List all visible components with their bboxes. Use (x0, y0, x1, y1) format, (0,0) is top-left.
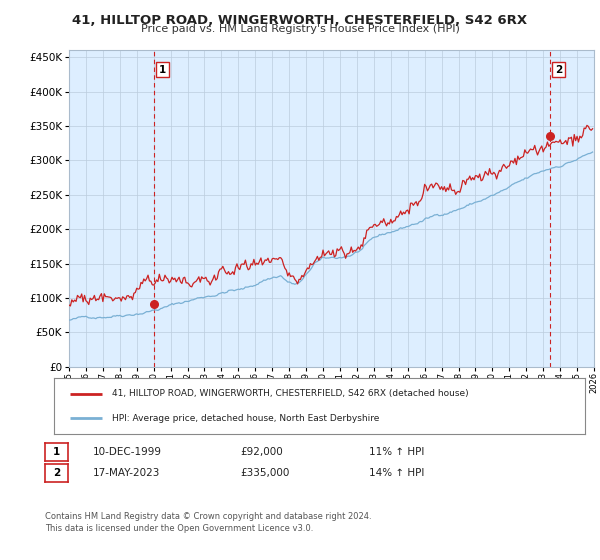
Text: 1: 1 (53, 447, 60, 457)
Text: £335,000: £335,000 (240, 468, 289, 478)
Text: This data is licensed under the Open Government Licence v3.0.: This data is licensed under the Open Gov… (45, 524, 313, 533)
Text: 17-MAY-2023: 17-MAY-2023 (93, 468, 160, 478)
Text: HPI: Average price, detached house, North East Derbyshire: HPI: Average price, detached house, Nort… (112, 414, 380, 423)
Text: Price paid vs. HM Land Registry's House Price Index (HPI): Price paid vs. HM Land Registry's House … (140, 24, 460, 34)
Text: 1: 1 (159, 64, 166, 74)
Text: Contains HM Land Registry data © Crown copyright and database right 2024.: Contains HM Land Registry data © Crown c… (45, 512, 371, 521)
Text: 2: 2 (555, 64, 562, 74)
Text: 10-DEC-1999: 10-DEC-1999 (93, 447, 162, 457)
Text: 14% ↑ HPI: 14% ↑ HPI (369, 468, 424, 478)
Text: 41, HILLTOP ROAD, WINGERWORTH, CHESTERFIELD, S42 6RX: 41, HILLTOP ROAD, WINGERWORTH, CHESTERFI… (73, 14, 527, 27)
Text: 11% ↑ HPI: 11% ↑ HPI (369, 447, 424, 457)
Text: £92,000: £92,000 (240, 447, 283, 457)
Text: 2: 2 (53, 468, 60, 478)
Text: 41, HILLTOP ROAD, WINGERWORTH, CHESTERFIELD, S42 6RX (detached house): 41, HILLTOP ROAD, WINGERWORTH, CHESTERFI… (112, 389, 469, 398)
